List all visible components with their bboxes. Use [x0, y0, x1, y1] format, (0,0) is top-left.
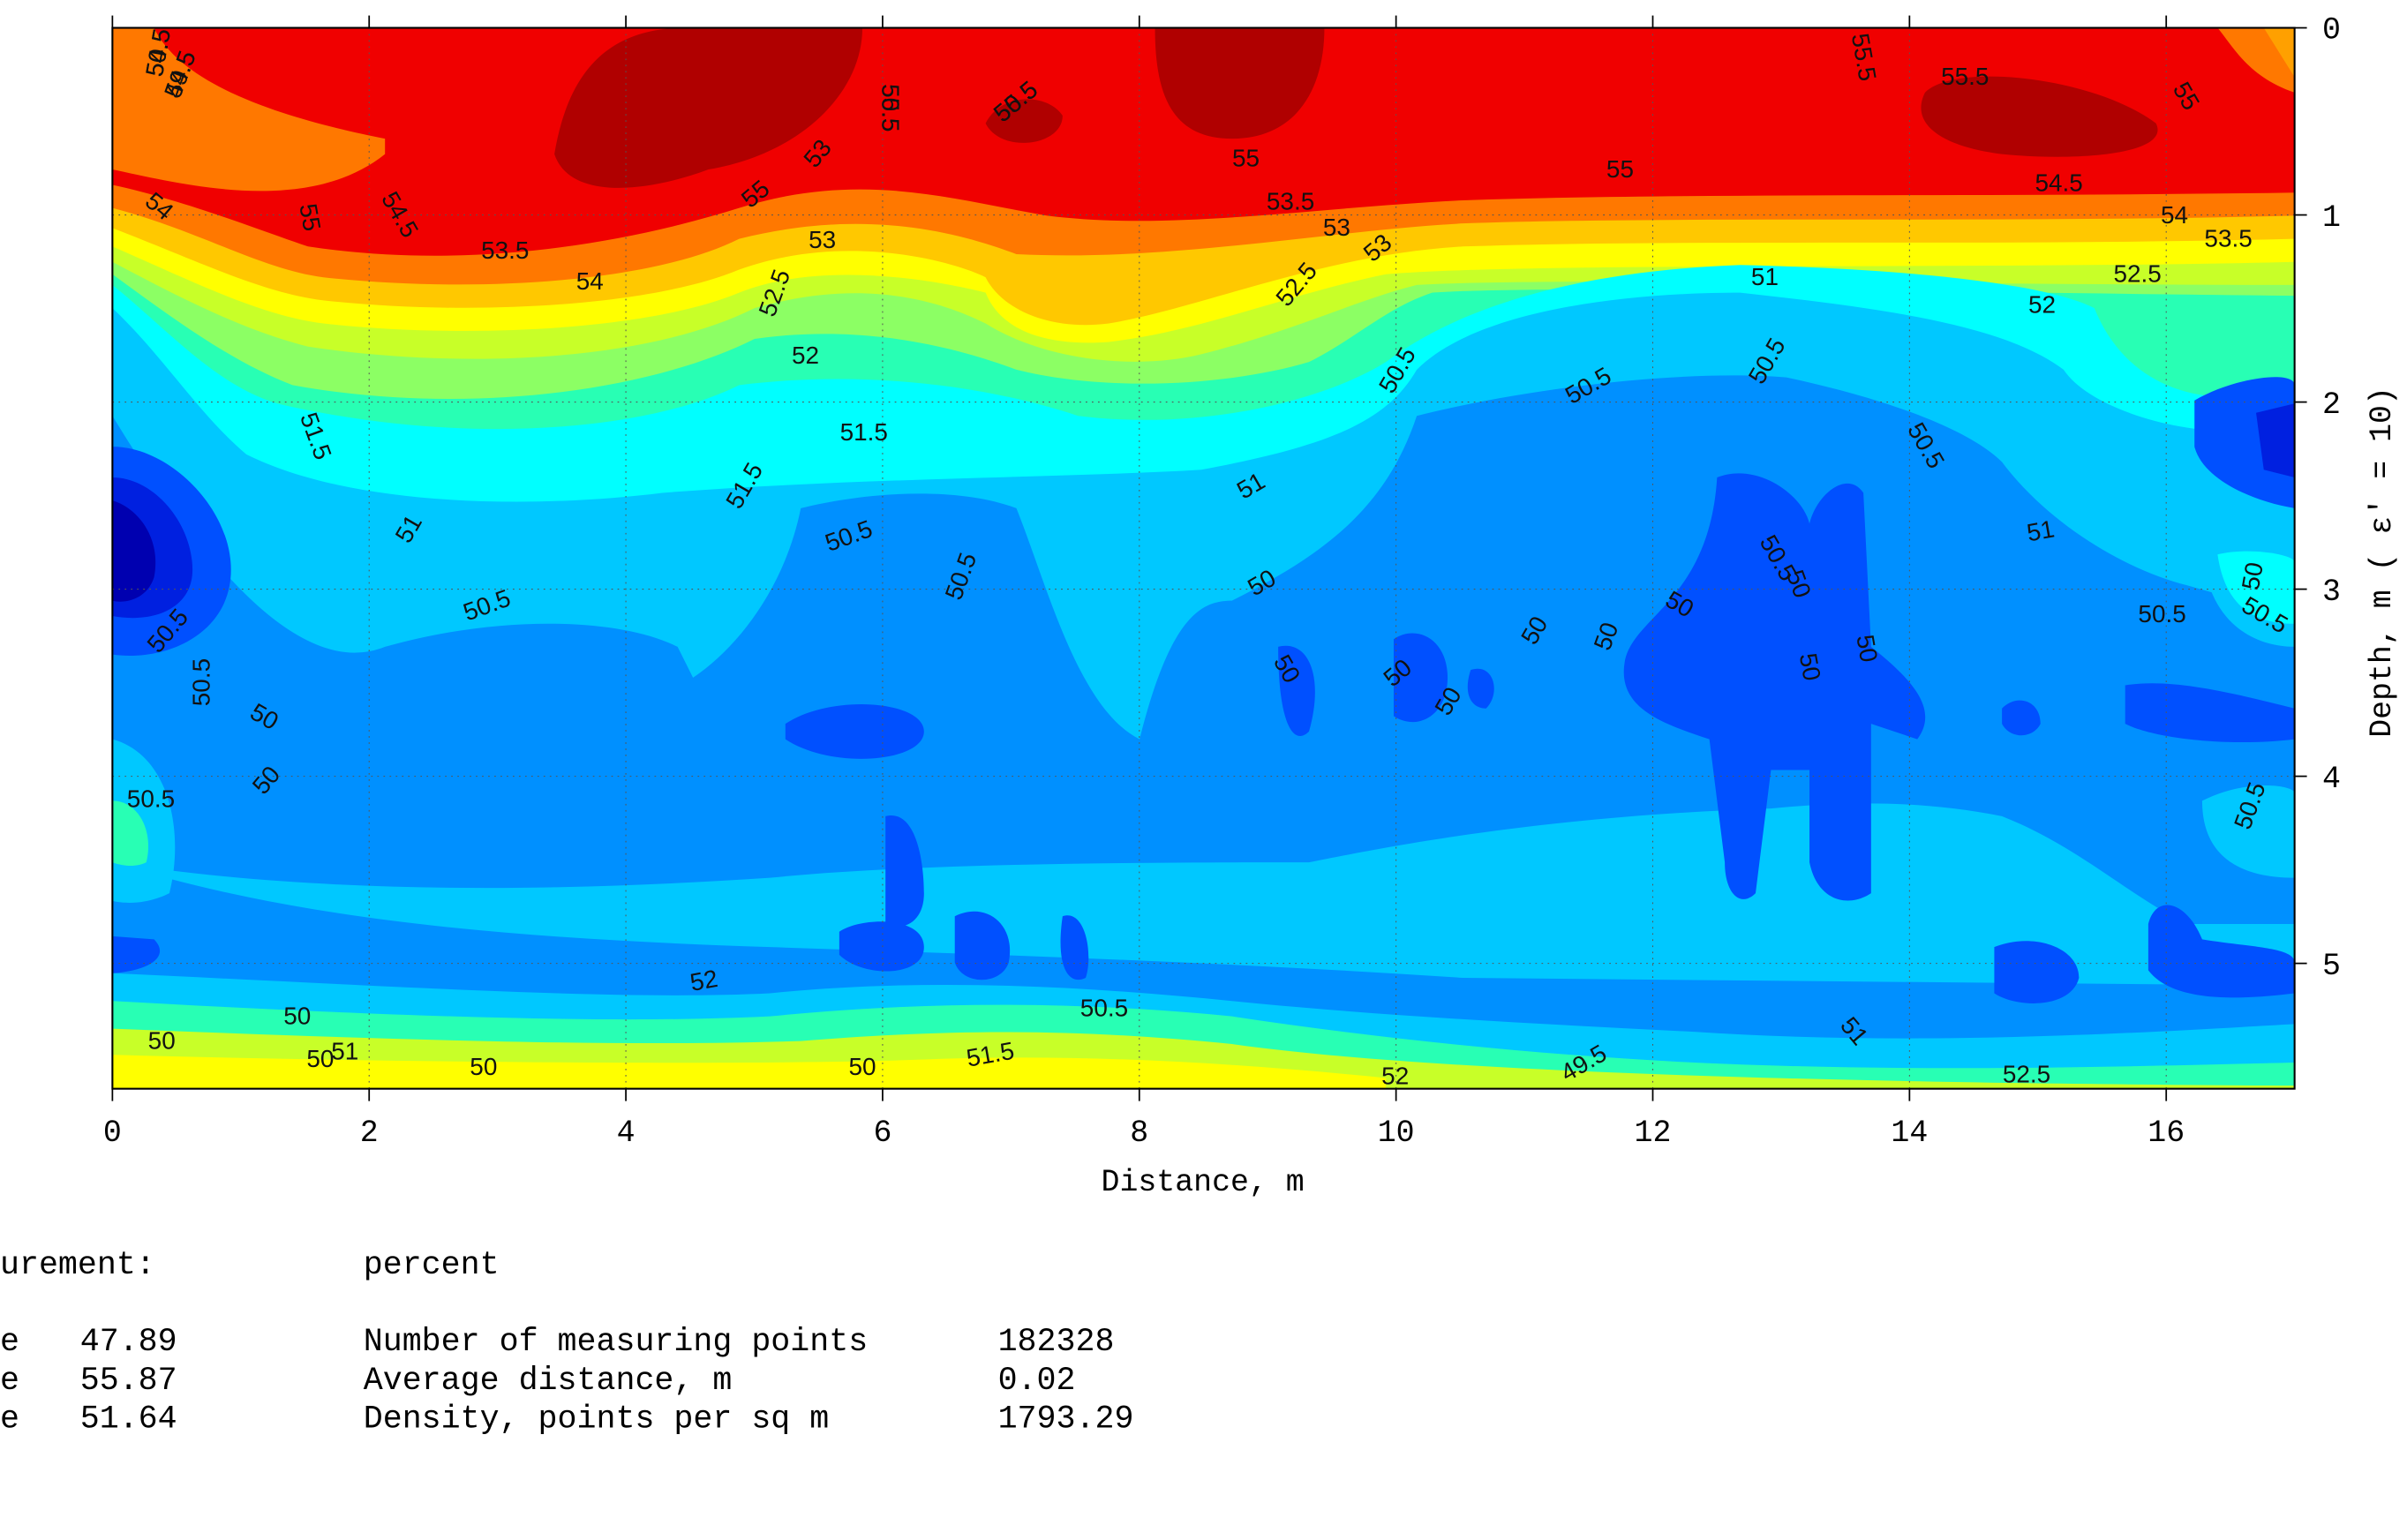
contour-label: 50.5 — [1080, 995, 1128, 1022]
contour-label: 52 — [2028, 290, 2056, 318]
y-tick-label: 1 — [2322, 201, 2341, 236]
x-tick-label: 4 — [617, 1116, 636, 1151]
stat-label: urement: — [0, 1247, 155, 1283]
y-tick-label: 2 — [2322, 388, 2341, 423]
x-tick-label: 0 — [103, 1116, 122, 1151]
contour-label: 50.5 — [127, 785, 175, 812]
y-tick-label: 3 — [2322, 575, 2341, 610]
x-tick-label: 8 — [1130, 1116, 1148, 1151]
stat-label: e — [0, 1324, 19, 1360]
contour-label: 54.5 — [2035, 169, 2083, 196]
contour-label: 50.5 — [2138, 600, 2185, 627]
contour-label: 54 — [576, 267, 604, 295]
x-tick-label: 2 — [360, 1116, 379, 1151]
contour-label: 52.5 — [2114, 259, 2162, 287]
contour-label: 53.5 — [2204, 224, 2252, 252]
stat-value: 47.89 — [80, 1324, 177, 1360]
stat-value: 51.64 — [80, 1401, 177, 1437]
stat-value: 182328 — [998, 1324, 1115, 1360]
x-tick-label: 10 — [1378, 1116, 1415, 1151]
plot-frame — [111, 26, 2296, 1090]
contour-label: 50 — [2237, 560, 2268, 592]
contour-label: 51.5 — [840, 418, 888, 446]
contour-label: 55.5 — [877, 84, 905, 131]
contour-label: 52.5 — [2003, 1061, 2050, 1088]
contour-label: 50.5 — [187, 658, 214, 706]
contour-fill — [112, 27, 2295, 1089]
contour-label: 50.5 — [877, 84, 905, 131]
y-tick-label: 5 — [2322, 950, 2341, 984]
contour-label: 55.5 — [1941, 63, 1989, 90]
stat-label: Average distance, m — [364, 1363, 733, 1399]
contour-label: 54 — [2161, 201, 2188, 229]
contour-label: 50 — [1794, 651, 1826, 683]
contour-label: 55 — [1232, 145, 1260, 172]
contour-label: 50 — [283, 1002, 311, 1029]
stat-value: 0.02 — [998, 1363, 1076, 1399]
contour-label: 53 — [1323, 214, 1350, 241]
contour-label: 52 — [792, 342, 819, 369]
stat-label: Number of measuring points — [364, 1324, 868, 1360]
contour-label: 50 — [849, 1053, 876, 1080]
x-tick-label: 14 — [1891, 1116, 1928, 1151]
contour-label: 51 — [1751, 263, 1779, 290]
contour-label: 50 — [148, 1026, 176, 1054]
contour-label: 52 — [688, 965, 719, 996]
x-axis-label: Distance, m — [1102, 1166, 1305, 1200]
x-tick-label: 12 — [1635, 1116, 1672, 1151]
stat-label: Density, points per sq m — [364, 1401, 830, 1437]
stat-value: 1793.29 — [998, 1401, 1134, 1437]
contour-label: 51 — [2025, 515, 2057, 546]
stat-unit: percent — [364, 1247, 500, 1283]
contour-label: 55 — [294, 201, 326, 233]
stat-label: e — [0, 1363, 19, 1399]
contour-label: 53 — [809, 226, 836, 253]
y-tick-label: 4 — [2322, 762, 2341, 797]
y-axis-label: Depth, m ( ε′ = 10) — [2366, 387, 2400, 738]
stat-value: 55.87 — [80, 1363, 177, 1399]
contour-label: 50 — [306, 1045, 334, 1072]
contour-label: 53.5 — [1267, 187, 1314, 214]
contour-label: 53.5 — [481, 237, 529, 264]
contour-label: 51 — [331, 1038, 358, 1065]
x-tick-label: 6 — [873, 1116, 891, 1151]
statistics: urement: percent e 47.89 e 55.87 e 51.64… — [0, 1247, 1133, 1437]
contour-label: 55 — [1606, 155, 1634, 183]
contour-label: 50 — [1851, 633, 1883, 665]
x-tick-label: 16 — [2147, 1116, 2185, 1151]
stat-label: e — [0, 1401, 19, 1437]
contour-label: 50 — [470, 1053, 497, 1080]
contour-label: 52 — [1381, 1062, 1409, 1089]
y-tick-label: 0 — [2322, 14, 2341, 49]
